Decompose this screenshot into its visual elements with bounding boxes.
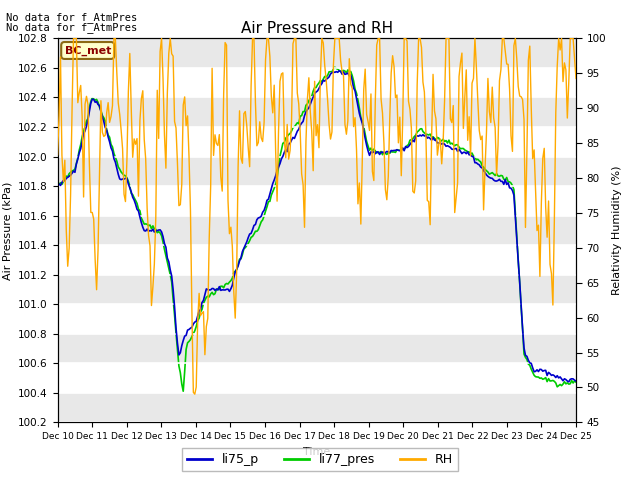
Bar — [58, 216, 576, 245]
X-axis label: Time: Time — [303, 447, 330, 456]
Y-axis label: Relativity Humidity (%): Relativity Humidity (%) — [612, 166, 621, 295]
Text: No data for f_AtmPres: No data for f_AtmPres — [6, 12, 138, 23]
Legend: li75_p, li77_pres, RH: li75_p, li77_pres, RH — [182, 448, 458, 471]
Bar — [58, 97, 576, 127]
Bar — [58, 38, 576, 68]
Bar — [58, 334, 576, 363]
Text: BC_met: BC_met — [65, 45, 111, 56]
Bar — [58, 275, 576, 304]
Bar — [58, 393, 576, 422]
Text: No data for f_AtmPres: No data for f_AtmPres — [6, 22, 138, 33]
Bar — [58, 156, 576, 186]
Y-axis label: Air Pressure (kPa): Air Pressure (kPa) — [3, 181, 13, 279]
Title: Air Pressure and RH: Air Pressure and RH — [241, 21, 393, 36]
